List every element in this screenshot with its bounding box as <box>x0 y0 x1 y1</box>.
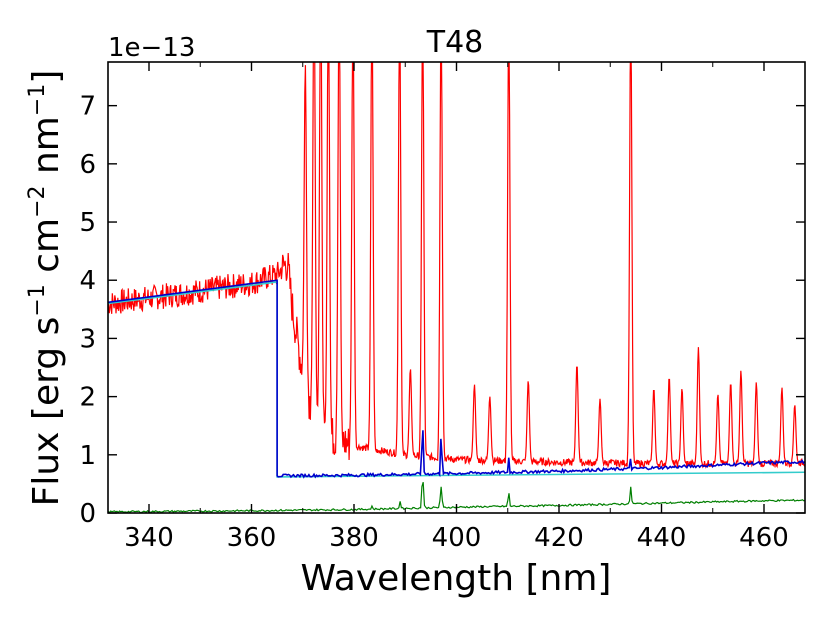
y-tick-label: 1 <box>79 441 96 471</box>
y-tick-label: 4 <box>79 266 96 296</box>
y-tick-label: 0 <box>79 499 96 529</box>
x-tick-label: 380 <box>329 523 379 553</box>
x-tick-label: 460 <box>739 523 789 553</box>
y-axis-title-exp2: −2 <box>25 185 50 217</box>
y-tick-label: 5 <box>79 208 96 238</box>
x-tick-label: 340 <box>124 523 174 553</box>
x-tick-label: 440 <box>637 523 687 553</box>
x-tick-label: 360 <box>227 523 277 553</box>
y-axis-title-exp1: −1 <box>25 284 50 316</box>
chart-title: T48 <box>426 25 484 60</box>
y-tick-label: 2 <box>79 383 96 413</box>
series-observed-line <box>108 62 805 469</box>
x-axis-title: Wavelength [nm] <box>301 558 612 599</box>
y-axis-title-exp3: −1 <box>25 84 50 116</box>
plot-area <box>108 62 805 513</box>
y-tick-label: 3 <box>79 324 96 354</box>
y-axis-title: Flux [erg s−1 cm−2 nm−1] <box>25 70 67 507</box>
offset-label: 1e−13 <box>108 33 195 63</box>
plot-layer <box>108 62 805 513</box>
y-axis-title-close: ] <box>26 70 67 84</box>
axes-layer: 340 360 380 400 420 440 460 0 1 2 3 4 5 6 7 <box>79 61 806 553</box>
x-tick-label: 420 <box>534 523 584 553</box>
x-tick-label: 400 <box>432 523 482 553</box>
series-model-blue-line <box>108 279 805 479</box>
y-tick-label: 7 <box>79 92 96 122</box>
y-axis-title-nm: nm <box>26 116 67 185</box>
y-axis-title-cm: cm <box>26 218 67 284</box>
y-axis-title-main: Flux [erg s <box>26 317 67 507</box>
y-tick-label: 6 <box>79 150 96 180</box>
